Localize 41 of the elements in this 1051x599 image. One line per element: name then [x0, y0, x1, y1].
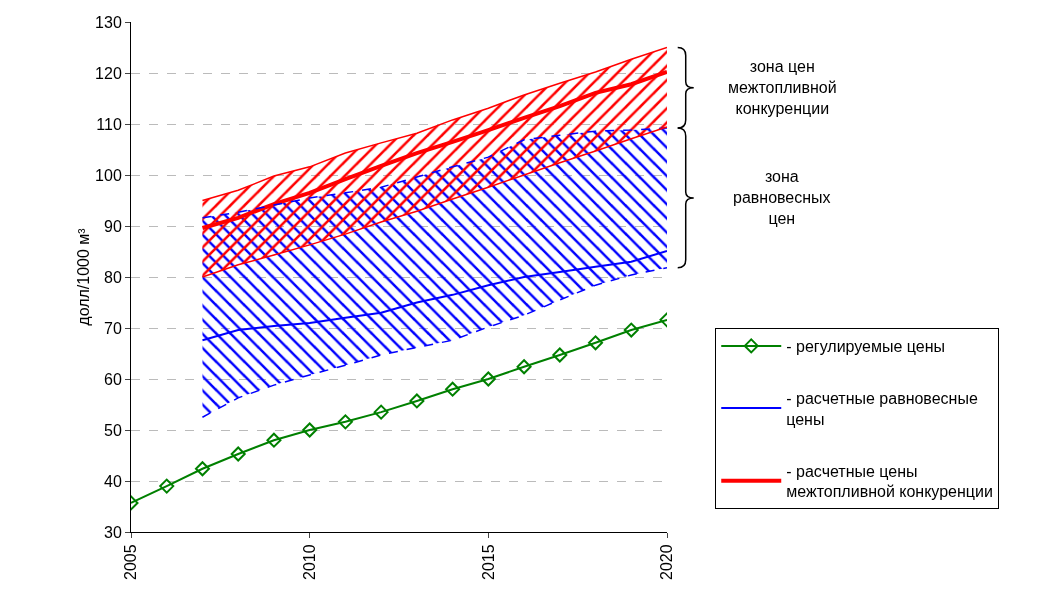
point — [194, 461, 210, 477]
point — [623, 322, 639, 338]
legend-label: - регулируемые цены — [786, 338, 946, 356]
x-tick-label: 2010 — [300, 544, 318, 580]
y-tick-label: 70 — [104, 319, 122, 337]
y-axis-title: долл/1000 м³ — [75, 227, 92, 326]
y-tick-label: 90 — [104, 217, 122, 235]
line-series — [201, 126, 667, 278]
line-series — [201, 46, 667, 202]
line-series — [200, 69, 667, 231]
y-tick-label: 60 — [104, 370, 122, 388]
line-series — [201, 267, 667, 418]
x-tick-label: 2015 — [479, 544, 497, 580]
text: зона цен межтопливной конкуренции — [728, 58, 837, 117]
point — [337, 414, 353, 430]
point — [516, 359, 532, 375]
y-tick-label: 50 — [104, 421, 122, 439]
x-tick-label: 2005 — [122, 544, 140, 580]
point — [230, 446, 246, 462]
x-tick-label: 2020 — [658, 544, 676, 580]
point — [409, 393, 425, 409]
point — [373, 404, 389, 420]
point — [588, 335, 604, 351]
y-tick-label: 80 — [104, 268, 122, 286]
line-series — [201, 127, 667, 219]
point — [552, 347, 568, 363]
point — [266, 432, 282, 448]
point — [445, 381, 461, 397]
line-series — [201, 249, 667, 342]
legend-label: - расчетные цены межтопливной конкуренции — [786, 462, 993, 501]
y-tick-label: 120 — [95, 64, 122, 82]
text: зона равновесных цен — [733, 168, 831, 227]
point — [480, 371, 496, 387]
point — [302, 422, 318, 438]
y-tick-label: 130 — [95, 13, 122, 31]
y-tick-label: 30 — [104, 523, 122, 541]
point — [159, 478, 175, 494]
legend-label: - расчетные равновесные цены — [786, 389, 978, 428]
y-tick-label: 110 — [96, 115, 122, 133]
y-tick-label: 40 — [104, 472, 122, 490]
y-tick-label: 100 — [95, 166, 122, 184]
